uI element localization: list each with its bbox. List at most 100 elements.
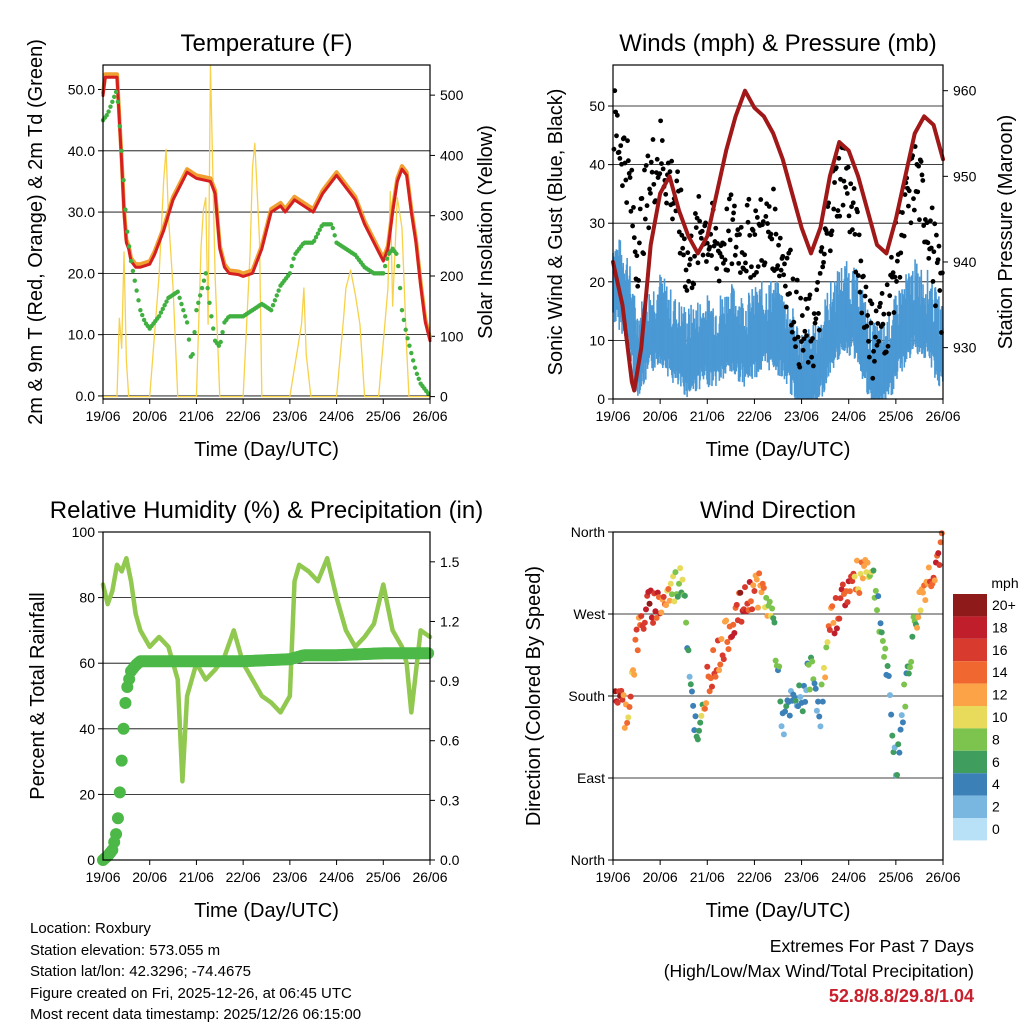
wind-gust-point — [664, 200, 669, 206]
direction-point — [786, 712, 793, 719]
y-tick-label: 10 — [589, 332, 605, 348]
wind-gust-point — [814, 287, 820, 293]
wind-gust-point — [828, 232, 834, 238]
direction-point — [753, 576, 760, 583]
dewpoint-point — [313, 235, 319, 240]
direction-point — [763, 594, 770, 601]
wind-gust-point — [821, 251, 827, 257]
wind-gust-point — [681, 252, 686, 258]
y2-tick-label: 0 — [440, 389, 448, 405]
direction-point — [885, 673, 892, 680]
wind-gust-point — [894, 258, 900, 264]
wind-gust-point — [704, 259, 709, 264]
direction-point — [751, 588, 758, 595]
wind-gust-point — [689, 285, 695, 291]
x-tick-label: 23/06 — [272, 408, 307, 424]
direction-point — [919, 589, 926, 596]
wind-gust-point — [884, 282, 890, 288]
wind-direction-chart: Wind DirectionNorthEastSouthWestNorth19/… — [523, 497, 961, 922]
wind-gust-point — [797, 364, 803, 370]
wind-gust-point — [859, 310, 865, 316]
wind-gust-point — [727, 237, 733, 243]
dewpoint-point — [403, 327, 408, 332]
wind-gust-point — [721, 241, 727, 247]
legend-swatch — [953, 706, 987, 729]
wind-gust-point — [754, 215, 760, 220]
direction-point — [889, 732, 896, 739]
y-tick-label: 80 — [79, 590, 95, 606]
y2-tick-label: 0.3 — [440, 792, 460, 808]
direction-point — [935, 550, 942, 557]
wind-gust-point — [722, 257, 728, 263]
direction-point — [716, 667, 723, 674]
legend-swatch — [953, 773, 987, 796]
x-tick-label: 19/06 — [85, 869, 120, 885]
wind-gust-point — [675, 169, 680, 175]
direction-point — [813, 707, 820, 714]
direction-point — [886, 692, 893, 699]
dewpoint-point — [384, 256, 390, 261]
wind-gust-point — [759, 258, 764, 263]
direction-point — [718, 635, 725, 642]
y-tick-label: North — [571, 852, 605, 868]
y-axis-label: Percent & Total Rainfall — [27, 592, 49, 800]
wind-gust-point — [616, 149, 622, 155]
direction-point — [820, 664, 827, 671]
direction-point — [863, 569, 870, 576]
wind-gust-point — [758, 197, 764, 202]
wind-gust-point — [777, 235, 783, 241]
wind-gust-point — [719, 254, 725, 260]
dewpoint-point — [181, 307, 186, 313]
wind-gust-point — [864, 323, 870, 329]
dewpoint-point — [115, 99, 121, 104]
direction-point — [838, 586, 845, 593]
wind-gust-point — [743, 268, 749, 274]
direction-point — [881, 653, 888, 660]
wind-gust-point — [898, 250, 904, 256]
direction-point — [859, 575, 866, 582]
dewpoint-point — [130, 268, 136, 274]
direction-point — [853, 557, 860, 564]
legend-label: 4 — [992, 776, 1000, 792]
wind-gust-point — [625, 138, 630, 144]
wind-gust-point — [810, 336, 815, 341]
direction-point — [685, 647, 692, 654]
wind-gust-point — [885, 343, 891, 349]
wind-gust-point — [684, 288, 690, 293]
humidity-precip-chart: Relative Humidity (%) & Precipitation (i… — [27, 497, 483, 922]
wind-gust-point — [728, 192, 734, 198]
dewpoint-point — [409, 350, 414, 356]
dewpoint-point — [136, 298, 141, 303]
direction-point — [796, 682, 803, 689]
wind-gust-point — [626, 171, 632, 176]
wind-gust-point — [784, 255, 790, 261]
direction-point — [822, 674, 829, 681]
wind-gust-point — [622, 160, 628, 166]
wind-gust-point — [749, 264, 754, 270]
wind-gust-point — [674, 178, 680, 184]
legend-swatch — [953, 683, 987, 706]
direction-point — [818, 681, 825, 688]
legend-label: 14 — [992, 664, 1008, 680]
x-tick-label: 21/06 — [179, 408, 214, 424]
wind-gust-point — [698, 235, 704, 241]
direction-point — [646, 600, 653, 607]
y-tick-label: 0 — [597, 391, 605, 407]
wind-gust-point — [732, 252, 738, 258]
legend-swatch — [953, 795, 987, 818]
wind-gust-point — [725, 267, 731, 273]
direction-point — [650, 619, 657, 626]
wind-gust-point — [732, 203, 737, 209]
direction-point — [831, 630, 838, 637]
direction-point — [908, 658, 915, 665]
direction-point — [936, 561, 943, 568]
wind-gust-point — [642, 216, 648, 222]
direction-point — [898, 712, 905, 719]
dewpoint-point — [138, 307, 143, 313]
wind-gust-point — [676, 229, 682, 235]
plot-border — [612, 64, 944, 400]
dewpoint-point — [311, 238, 317, 244]
chart-title: Winds (mph) & Pressure (mb) — [619, 30, 936, 57]
wind-gust-point — [620, 183, 625, 189]
